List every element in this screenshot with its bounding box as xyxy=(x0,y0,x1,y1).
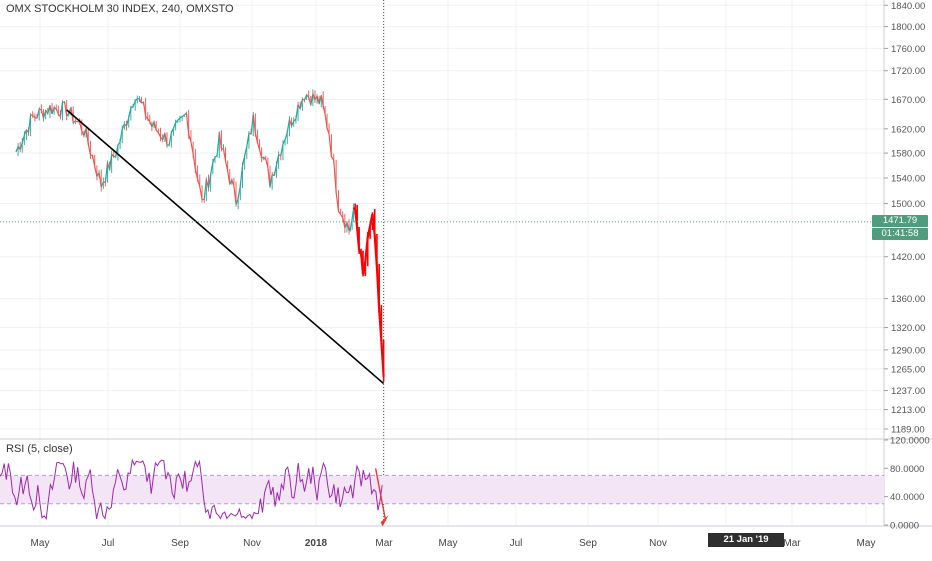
rsi-tick-labels: 120.0000 80.0000 40.0000 0.0000 xyxy=(884,436,930,532)
price-tick-label: 1290.00 xyxy=(891,345,925,356)
time-axis-label: Mar xyxy=(375,538,393,549)
time-axis-label: Nov xyxy=(243,538,261,549)
price-tick-label: 1360.00 xyxy=(891,294,925,305)
grid-lines xyxy=(0,0,884,525)
price-tick-label: 1420.00 xyxy=(891,252,925,263)
time-axis-label: Jul xyxy=(102,538,115,549)
price-segment xyxy=(114,156,116,157)
rsi-tick-label: 120.0000 xyxy=(890,436,930,447)
price-tick-label: 1620.00 xyxy=(891,124,925,135)
rsi-tick-label: 0.0000 xyxy=(890,521,919,532)
time-axis-label: Jul xyxy=(510,538,523,549)
crosshair-date-tag: 21 Jan '19 13:00 xyxy=(708,533,784,547)
price-tick-label: 1265.00 xyxy=(891,364,925,375)
time-axis-label: May xyxy=(31,538,50,549)
rsi-tick-label: 80.0000 xyxy=(890,464,924,475)
time-axis-label: Sep xyxy=(171,538,189,549)
price-tick-label: 1670.00 xyxy=(891,95,925,106)
time-axis-label: May xyxy=(439,538,458,549)
price-tick-label: 1800.00 xyxy=(891,22,925,33)
price-tick-label: 1720.00 xyxy=(891,66,925,77)
price-segment xyxy=(354,207,356,209)
countdown-tag: 01:41:58 xyxy=(872,228,928,240)
time-axis-label: May xyxy=(857,538,876,549)
last-price-tag: 1471.79 xyxy=(872,215,928,227)
chart-title: OMX STOCKHOLM 30 INDEX, 240, OMXSTO xyxy=(6,3,234,15)
price-tick-label: 1760.00 xyxy=(891,44,925,55)
price-tick-label: 1213.00 xyxy=(891,405,925,416)
price-tick-label: 1320.00 xyxy=(891,323,925,334)
time-axis-label: Sep xyxy=(579,538,597,549)
price-tick-label: 1189.00 xyxy=(891,424,925,435)
price-candles xyxy=(16,89,384,381)
time-axis-label: Mar xyxy=(783,538,801,549)
price-tick-label: 1840.00 xyxy=(891,1,925,12)
time-axis-label: Nov xyxy=(649,538,667,549)
price-segment xyxy=(31,115,33,116)
time-axis-label: 2018 xyxy=(305,538,328,549)
price-segment xyxy=(131,107,133,108)
rsi-tick-label: 40.0000 xyxy=(890,492,924,503)
rsi-title: RSI (5, close) xyxy=(6,443,73,455)
price-segment xyxy=(359,250,361,252)
crosshair-date: 21 Jan '19 xyxy=(723,534,768,545)
price-tick-label: 1500.00 xyxy=(891,199,925,210)
price-tick-label: 1540.00 xyxy=(891,173,925,184)
price-tick-label: 1580.00 xyxy=(891,149,925,160)
rsi-band xyxy=(0,475,884,503)
price-tick-label: 1237.00 xyxy=(891,386,925,397)
